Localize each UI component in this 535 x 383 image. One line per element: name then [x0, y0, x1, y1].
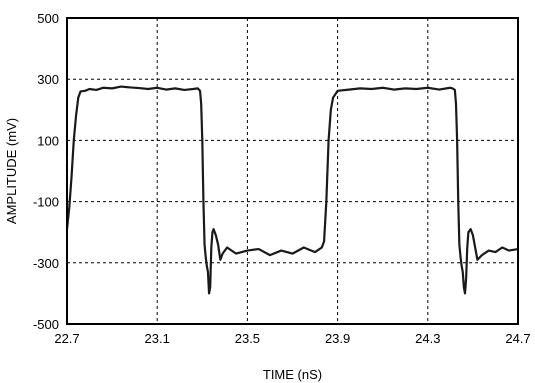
x-tick-label: 23.9 — [325, 331, 350, 346]
y-tick-label: 500 — [37, 11, 59, 26]
y-tick-labels: 500 300 100 -100 -300 -500 — [33, 11, 59, 332]
x-tick-labels: 22.7 23.1 23.5 23.9 24.3 24.7 — [54, 331, 530, 346]
x-axis-title: TIME (nS) — [263, 367, 322, 382]
x-tick-label: 23.1 — [145, 331, 170, 346]
y-axis-title: AMPLITUDE (mV) — [4, 118, 19, 224]
x-tick-label: 24.7 — [505, 331, 530, 346]
series-line — [65, 85, 520, 295]
x-tick-label: 24.3 — [415, 331, 440, 346]
y-tick-label: -500 — [33, 317, 59, 332]
gridlines — [67, 18, 518, 324]
series-layer — [65, 85, 520, 295]
x-tick-label: 22.7 — [54, 331, 79, 346]
x-tick-label: 23.5 — [235, 331, 260, 346]
y-tick-label: -300 — [33, 256, 59, 271]
plot-frame — [66, 17, 519, 325]
y-tick-label: -100 — [33, 195, 59, 210]
y-tick-label: 100 — [37, 133, 59, 148]
y-tick-label: 300 — [37, 72, 59, 87]
